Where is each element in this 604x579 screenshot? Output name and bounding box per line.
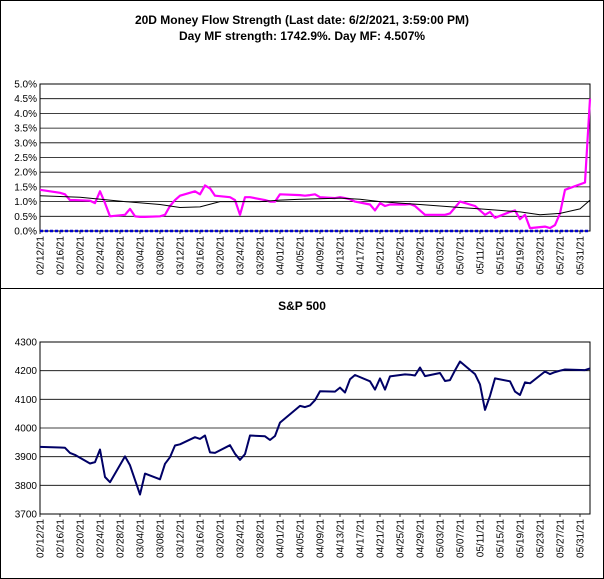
- x-tick-label-1-7: 03/12/21: [176, 519, 187, 558]
- x-tick-label-0-1: 02/16/21: [56, 236, 67, 275]
- x-tick-label-1-15: 04/13/21: [336, 519, 347, 558]
- x-tick-label-1-19: 04/29/21: [416, 519, 427, 558]
- x-tick-label-0-2: 02/20/21: [76, 236, 87, 275]
- y-tick-label-1-6: 4300: [15, 338, 38, 349]
- y-tick-label-0-0: 0.0%: [14, 227, 37, 238]
- x-tick-label-1-9: 03/20/21: [216, 519, 227, 558]
- chart-title: 20D Money Flow Strength (Last date: 6/2/…: [134, 13, 470, 27]
- x-tick-label-0-4: 02/28/21: [116, 236, 127, 275]
- x-tick-label-0-25: 05/23/21: [536, 236, 547, 275]
- x-tick-label-1-13: 04/05/21: [296, 519, 307, 558]
- x-tick-label-0-6: 03/08/21: [156, 236, 167, 275]
- y-tick-label-1-1: 3800: [15, 481, 38, 492]
- y-tick-label-0-2: 1.0%: [14, 197, 37, 208]
- y-tick-label-1-2: 3900: [15, 452, 38, 463]
- x-tick-label-0-15: 04/13/21: [336, 236, 347, 275]
- x-tick-label-0-9: 03/20/21: [216, 236, 227, 275]
- x-tick-label-0-19: 04/29/21: [416, 236, 427, 275]
- x-tick-label-1-11: 03/28/21: [256, 519, 267, 558]
- x-tick-label-0-26: 05/27/21: [556, 236, 567, 275]
- x-tick-label-0-23: 05/15/21: [496, 236, 507, 275]
- x-tick-label-0-22: 05/11/21: [476, 236, 487, 275]
- y-tick-label-0-6: 3.0%: [14, 138, 37, 149]
- x-tick-label-0-20: 05/03/21: [436, 236, 447, 275]
- x-tick-label-0-7: 03/12/21: [176, 236, 187, 275]
- x-tick-label-0-16: 04/17/21: [356, 236, 367, 275]
- x-tick-label-0-17: 04/21/21: [376, 236, 387, 275]
- y-tick-label-0-8: 4.0%: [14, 109, 37, 120]
- y-tick-label-0-5: 2.5%: [14, 153, 37, 164]
- x-tick-label-0-24: 05/19/21: [516, 236, 527, 275]
- x-tick-label-1-3: 02/24/21: [96, 519, 107, 558]
- y-tick-label-0-3: 1.5%: [14, 182, 37, 193]
- x-tick-label-1-21: 05/07/21: [456, 519, 467, 558]
- x-tick-label-1-0: 02/12/21: [36, 519, 47, 558]
- x-tick-label-1-6: 03/08/21: [156, 519, 167, 558]
- x-tick-label-1-24: 05/19/21: [516, 519, 527, 558]
- y-tick-label-0-10: 5.0%: [14, 80, 37, 91]
- x-tick-label-0-0: 02/12/21: [36, 236, 47, 275]
- x-tick-label-0-11: 03/28/21: [256, 236, 267, 275]
- x-tick-label-0-13: 04/05/21: [296, 236, 307, 275]
- x-tick-label-0-14: 04/09/21: [316, 236, 327, 275]
- x-tick-label-1-10: 03/24/21: [236, 519, 247, 558]
- y-tick-label-0-7: 3.5%: [14, 124, 37, 135]
- x-tick-label-0-3: 02/24/21: [96, 236, 107, 275]
- x-tick-label-1-17: 04/21/21: [376, 519, 387, 558]
- chart-divider: [0, 288, 604, 289]
- chart-subtitle: Day MF strength: 1742.9%. Day MF: 4.507%: [178, 29, 426, 43]
- x-tick-label-1-1: 02/16/21: [56, 519, 67, 558]
- x-tick-label-0-8: 03/16/21: [196, 236, 207, 275]
- x-tick-label-1-16: 04/17/21: [356, 519, 367, 558]
- y-tick-label-1-0: 3700: [15, 510, 38, 521]
- x-tick-label-1-5: 03/04/21: [136, 519, 147, 558]
- y-tick-label-1-3: 4000: [15, 424, 38, 435]
- x-tick-label-1-25: 05/23/21: [536, 519, 547, 558]
- spx-line: [39, 360, 591, 496]
- y-tick-label-0-9: 4.5%: [14, 94, 37, 105]
- y-tick-label-1-4: 4100: [15, 395, 38, 406]
- x-tick-label-1-4: 02/28/21: [116, 519, 127, 558]
- x-tick-label-0-21: 05/07/21: [456, 236, 467, 275]
- spx-chart-title: S&P 500: [278, 299, 326, 313]
- x-tick-label-1-27: 05/31/21: [576, 519, 587, 558]
- x-tick-label-0-18: 04/25/21: [396, 236, 407, 275]
- x-tick-label-1-18: 04/25/21: [396, 519, 407, 558]
- x-tick-label-1-26: 05/27/21: [556, 519, 567, 558]
- x-tick-label-0-12: 04/01/21: [276, 236, 287, 275]
- x-tick-label-1-23: 05/15/21: [496, 519, 507, 558]
- x-tick-label-1-22: 05/11/21: [476, 519, 487, 558]
- x-tick-label-1-8: 03/16/21: [196, 519, 207, 558]
- x-tick-label-0-10: 03/24/21: [236, 236, 247, 275]
- y-tick-label-0-1: 0.5%: [14, 212, 37, 223]
- x-tick-label-1-20: 05/03/21: [436, 519, 447, 558]
- money-flow-average-line: [39, 195, 591, 216]
- x-tick-label-1-14: 04/09/21: [316, 519, 327, 558]
- x-tick-label-1-12: 04/01/21: [276, 519, 287, 558]
- y-tick-label-0-4: 2.0%: [14, 168, 37, 179]
- x-tick-label-0-5: 03/04/21: [136, 236, 147, 275]
- x-tick-label-0-27: 05/31/21: [576, 236, 587, 275]
- y-tick-label-1-5: 4200: [15, 366, 38, 377]
- x-tick-label-1-2: 02/20/21: [76, 519, 87, 558]
- money-flow-line: [39, 98, 592, 230]
